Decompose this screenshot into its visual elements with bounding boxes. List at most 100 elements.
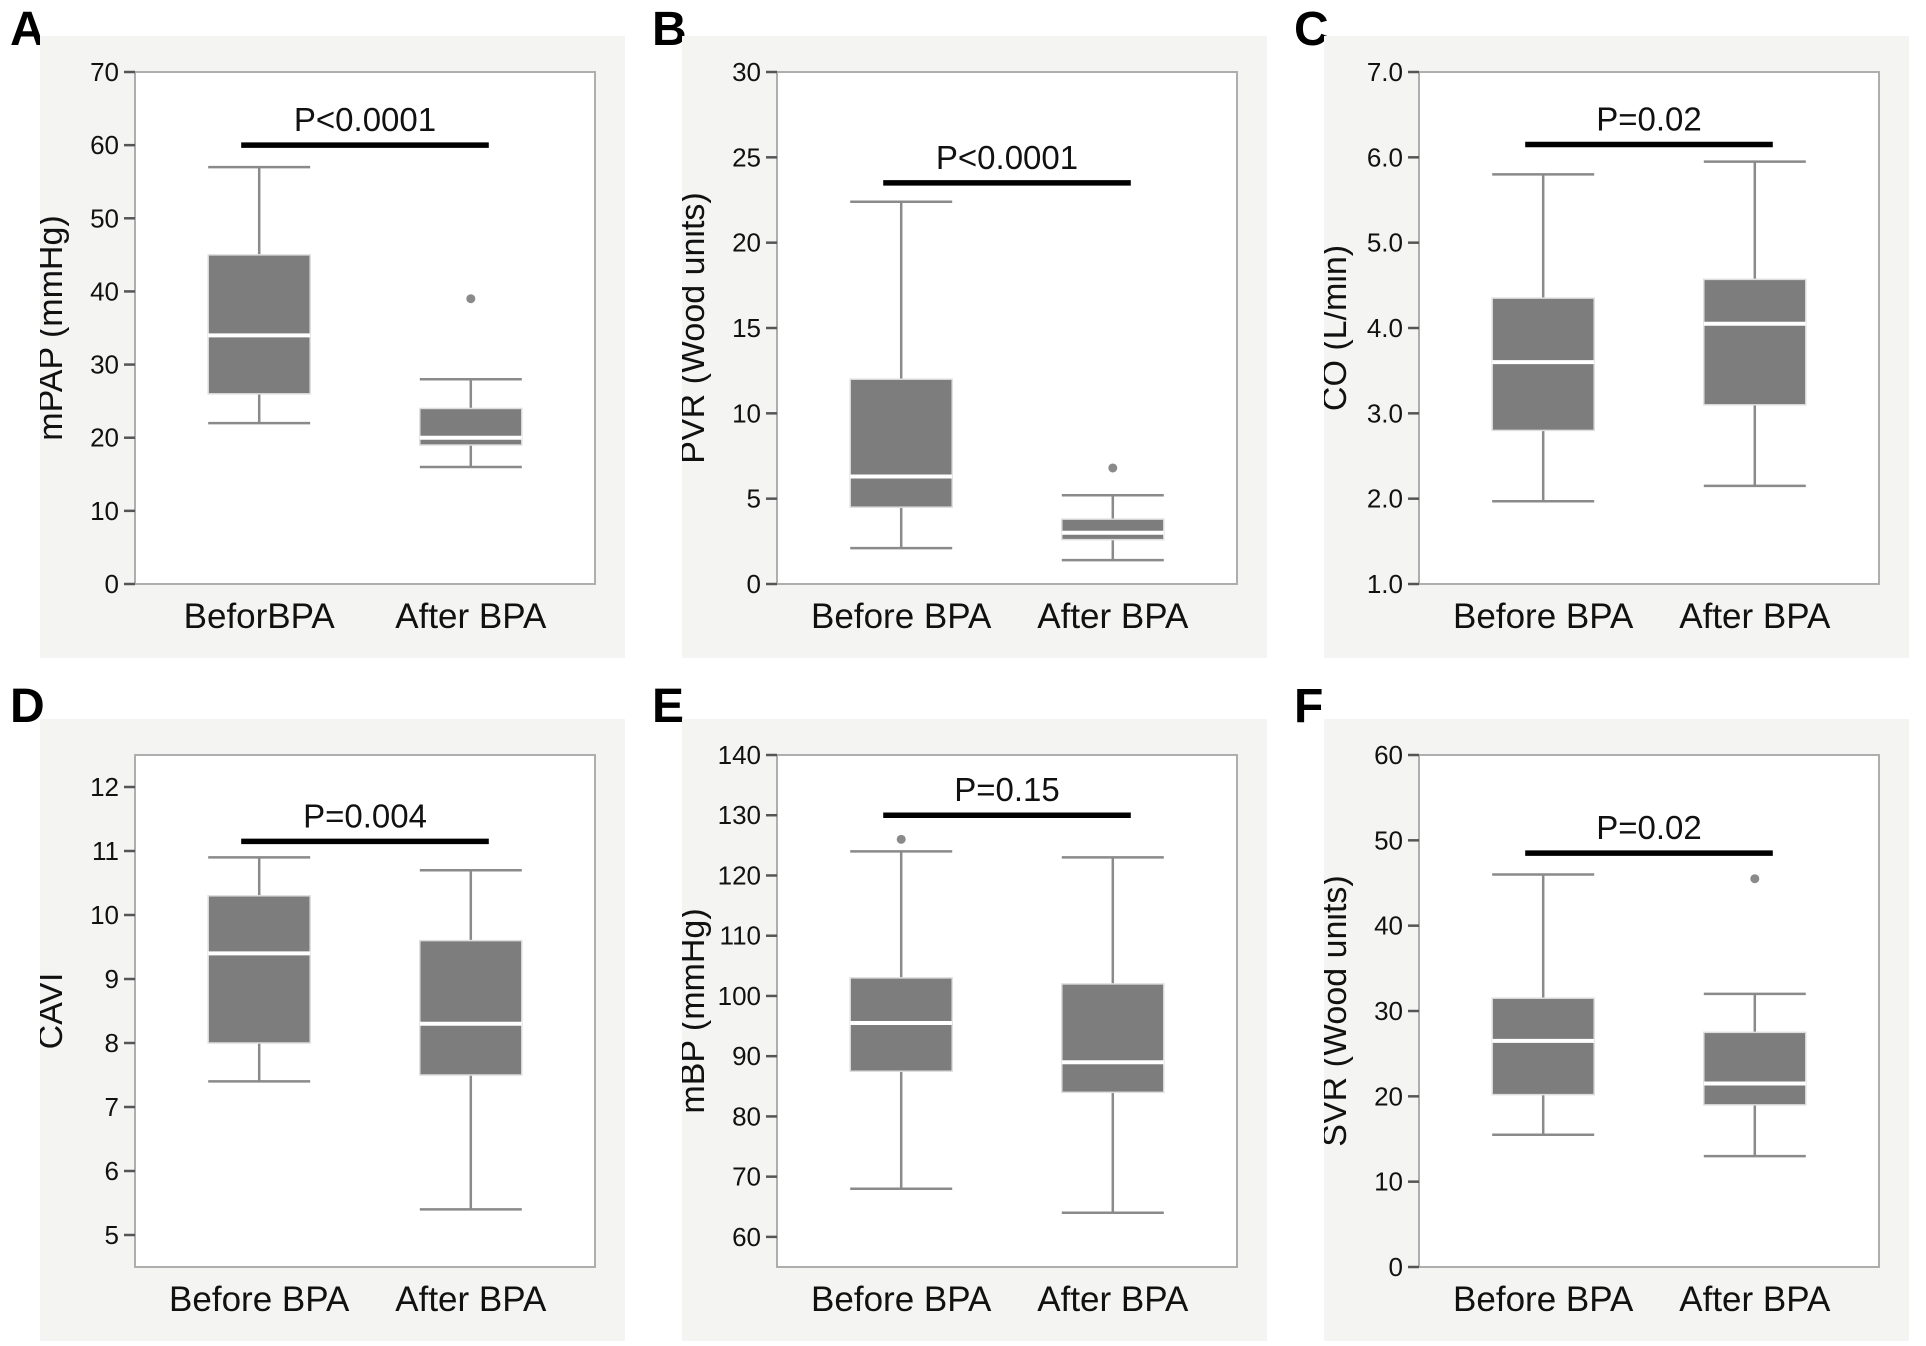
- y-tick-label: 110: [720, 921, 761, 951]
- box-after: [1061, 983, 1165, 1094]
- panel-b-card: 0 5 10 15 20 25 30 PVR (Wood units) Before BPA Af…: [682, 36, 1267, 658]
- y-tick-label: 130: [718, 800, 761, 830]
- plot-frame: [134, 71, 596, 585]
- y-tick-label: 25: [732, 142, 761, 172]
- y-tick-label: 3.0: [1367, 398, 1403, 428]
- category-label: Before BPA: [1453, 597, 1634, 636]
- y-tick-label: 100: [718, 981, 761, 1011]
- category-label: After BPA: [1679, 1280, 1831, 1319]
- y-tick-label: 30: [90, 350, 119, 380]
- y-tick-label: 7.0: [1367, 57, 1403, 87]
- y-tick-label: 20: [732, 228, 761, 258]
- y-tick-label: 1.0: [1367, 569, 1403, 599]
- box-after: [419, 939, 523, 1076]
- y-tick-label: 60: [732, 1222, 761, 1252]
- y-tick-label: 10: [732, 398, 761, 428]
- p-value-label: P<0.0001: [294, 101, 436, 138]
- panel-e-card: 60 70 80 90 100 110 120 130 140 mBP (mmHg) Before …: [682, 719, 1267, 1341]
- y-tick-label: 60: [1374, 740, 1403, 770]
- panel-b: B 0 5 10 15 20 25 30 PVR (Wood units) Before BPA…: [642, 0, 1284, 673]
- box-before: [1491, 297, 1595, 432]
- p-value-label: P=0.02: [1596, 101, 1702, 138]
- y-tick-label: 4.0: [1367, 313, 1403, 343]
- y-tick-label: 30: [1374, 996, 1403, 1026]
- y-tick-label: 60: [90, 130, 119, 160]
- y-tick-label: 8: [105, 1028, 119, 1058]
- y-tick-label: 5: [747, 484, 761, 514]
- panel-f: F 0 10 20 30 40 50 60 SVR (Wood units) Before BP…: [1284, 673, 1926, 1346]
- y-tick-label: 10: [90, 496, 119, 526]
- y-tick-label: 7: [105, 1092, 119, 1122]
- y-tick-label: 20: [90, 423, 119, 453]
- panel-d-label: D: [10, 680, 46, 733]
- y-tick-label: 120: [718, 860, 761, 890]
- outlier-dot: [466, 294, 476, 304]
- y-tick-label: 140: [718, 740, 761, 770]
- panel-c-label: C: [1294, 3, 1330, 56]
- y-tick-label: 20: [1374, 1081, 1403, 1111]
- y-tick-label: 90: [732, 1041, 761, 1071]
- y-tick-label: 70: [90, 57, 119, 87]
- y-tick-label: 9: [105, 964, 119, 994]
- y-tick-label: 6: [105, 1156, 119, 1186]
- y-axis-label: PVR (Wood units): [682, 192, 712, 463]
- y-tick-label: 0: [1389, 1252, 1403, 1282]
- y-tick-label: 6.0: [1367, 142, 1403, 172]
- outlier-dot: [1108, 463, 1118, 473]
- panel-c: C 1.0 2.0 3.0 4.0 5.0 6.0 7.0 CO (L/min) Before …: [1284, 0, 1926, 673]
- category-label: Before BPA: [169, 1280, 350, 1319]
- panel-b-boxplot: 0 5 10 15 20 25 30 PVR (Wood units) Before BPA Af…: [682, 57, 1238, 636]
- panel-c-boxplot: 1.0 2.0 3.0 4.0 5.0 6.0 7.0 CO (L/min) Before BP…: [1324, 57, 1880, 636]
- y-axis-label: SVR (Wood units): [1324, 875, 1354, 1146]
- category-label: After BPA: [1037, 1280, 1189, 1319]
- panel-f-boxplot: 0 10 20 30 40 50 60 SVR (Wood units) Before BPA A…: [1324, 740, 1880, 1319]
- panel-b-label: B: [652, 3, 688, 56]
- box-before: [1491, 997, 1595, 1096]
- y-tick-label: 50: [1374, 825, 1403, 855]
- box-after: [1061, 518, 1165, 541]
- box-after: [1703, 1031, 1807, 1106]
- y-tick-label: 10: [1374, 1167, 1403, 1197]
- panel-e-boxplot: 60 70 80 90 100 110 120 130 140 mBP (mmHg) Before …: [682, 740, 1238, 1319]
- y-tick-label: 11: [92, 836, 119, 866]
- y-tick-label: 0: [105, 569, 119, 599]
- box-before: [207, 254, 311, 395]
- plot-frame: [1418, 71, 1880, 585]
- y-tick-label: 40: [90, 276, 119, 306]
- outlier-dot: [1750, 874, 1760, 884]
- y-axis-label: mBP (mmHg): [682, 908, 712, 1113]
- box-before: [849, 378, 953, 508]
- panel-f-label: F: [1294, 680, 1325, 733]
- y-tick-label: 15: [732, 313, 761, 343]
- y-tick-label: 80: [732, 1101, 761, 1131]
- y-tick-label: 5.0: [1367, 228, 1403, 258]
- panel-a-boxplot: 0 10 20 30 40 50 60 70 mPAP (mmHg) BeforBPA After …: [40, 57, 596, 636]
- p-value-label: P=0.02: [1596, 809, 1702, 846]
- y-axis-label: mPAP (mmHg): [40, 215, 70, 440]
- panel-a-card: 0 10 20 30 40 50 60 70 mPAP (mmHg) BeforBPA After …: [40, 36, 625, 658]
- category-label: After BPA: [395, 1280, 547, 1319]
- box-before: [207, 895, 311, 1044]
- y-axis-label: CO (L/min): [1324, 245, 1354, 411]
- y-tick-label: 30: [732, 57, 761, 87]
- p-value-label: P=0.004: [303, 797, 427, 834]
- y-tick-label: 12: [90, 772, 119, 802]
- panel-d-boxplot: 5 6 7 8 9 10 11 12 CAVI Before BPA After BPA P=0.00…: [40, 754, 596, 1319]
- outlier-dot: [896, 834, 906, 844]
- y-tick-label: 2.0: [1367, 484, 1403, 514]
- category-label: After BPA: [1679, 597, 1831, 636]
- category-label: Before BPA: [811, 1280, 992, 1319]
- category-label: Before BPA: [811, 597, 992, 636]
- p-value-label: P<0.0001: [936, 139, 1078, 176]
- category-label: BeforBPA: [184, 597, 336, 636]
- y-axis-label: CAVI: [40, 973, 70, 1050]
- plot-frame: [776, 754, 1238, 1268]
- panel-d: D 5 6 7 8 9 10 11 12 CAVI Before BPA After BPA P=0.…: [0, 673, 642, 1346]
- y-tick-label: 40: [1374, 911, 1403, 941]
- panel-d-card: 5 6 7 8 9 10 11 12 CAVI Before BPA After BPA P=0.00…: [40, 719, 625, 1341]
- p-value-label: P=0.15: [954, 771, 1060, 808]
- panel-a: A 0 10 20 30 40 50 60 70 mPAP (mmHg) BeforBPA Afte…: [0, 0, 642, 673]
- box-after: [1703, 278, 1807, 406]
- y-tick-label: 50: [90, 203, 119, 233]
